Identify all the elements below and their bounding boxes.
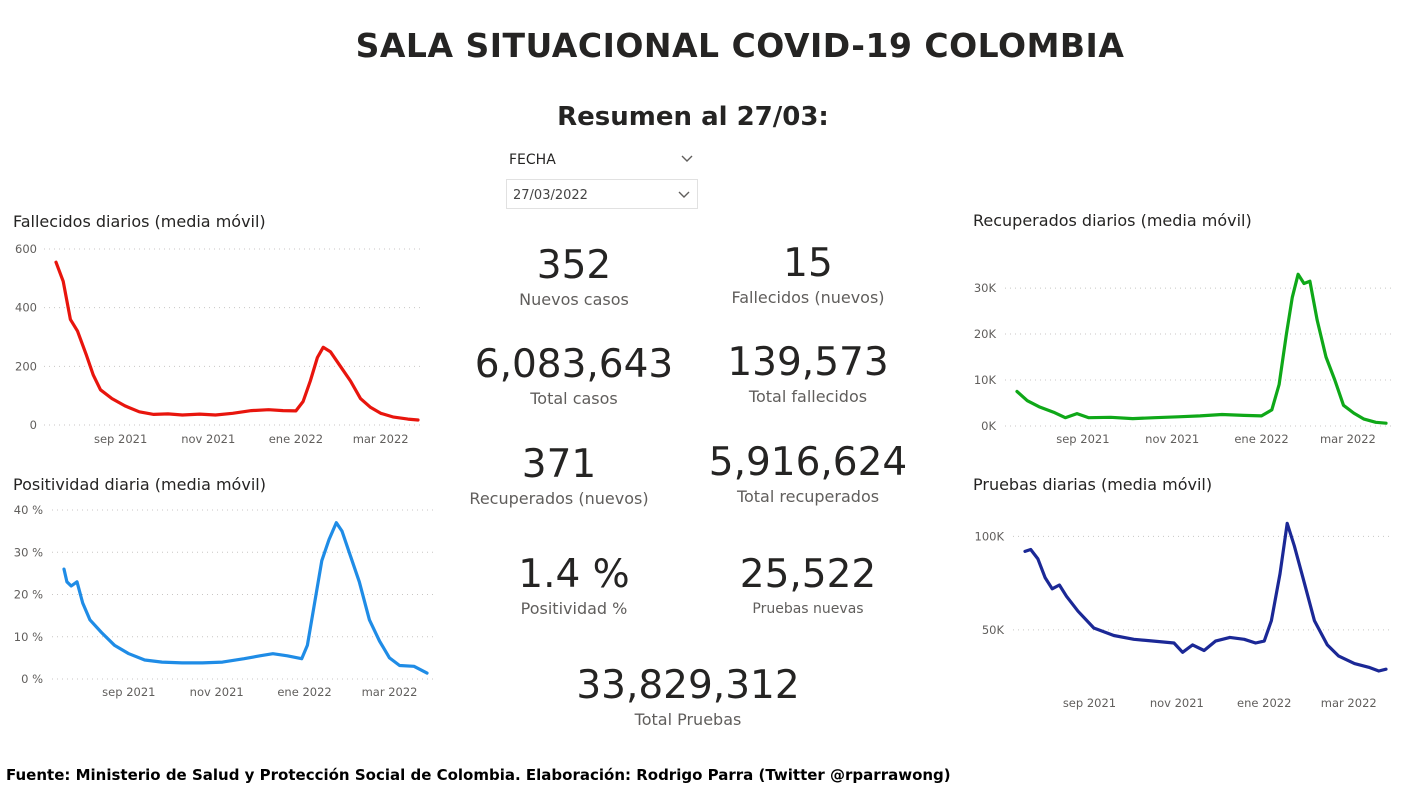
x-tick-label: ene 2022: [1234, 432, 1288, 446]
kpi-value: 371: [521, 442, 597, 487]
series-line[interactable]: [54, 260, 420, 422]
kpi-label: Positividad %: [520, 599, 628, 618]
kpi-label: Recuperados (nuevos): [469, 489, 649, 508]
kpi-label: Pruebas nuevas: [752, 601, 864, 617]
chart-positividad: 0 % 10 % 20 % 30 % 40 % sep 2021 nov 2021 ene 2…: [14, 503, 433, 699]
y-tick-label: 30 %: [14, 545, 43, 559]
source-footer: Fuente: Ministerio de Salud y Protección…: [6, 766, 951, 784]
chevron-down-icon: [678, 191, 690, 198]
x-tick-label: mar 2022: [1321, 696, 1377, 710]
summary-heading: Resumen al 27/03:: [557, 102, 829, 132]
kpi-value: 15: [783, 241, 833, 286]
date-dropdown[interactable]: 27/03/2022: [506, 179, 698, 209]
kpi-label: Fallecidos (nuevos): [731, 288, 885, 307]
y-tick-label: 0: [30, 418, 37, 432]
kpi-total-recuperados: 5,916,624 Total recuperados: [678, 441, 938, 507]
y-tick-label: 20 %: [14, 588, 43, 602]
y-tick-label: 10 %: [14, 630, 43, 644]
series-line[interactable]: [1015, 272, 1388, 425]
kpi-label: Total casos: [530, 389, 618, 408]
y-tick-label: 100K: [975, 529, 1005, 543]
y-tick-label: 200: [15, 359, 37, 373]
kpi-recuperados-nuevos: 371 Recuperados (nuevos): [459, 443, 659, 509]
chart-pruebas: 50K 100K sep 2021 nov 2021 ene 2022 mar 2022: [975, 521, 1392, 710]
kpi-label: Total recuperados: [736, 487, 880, 506]
chart-title-recuperados: Recuperados diarios (media móvil): [973, 211, 1252, 230]
y-tick-label: 10K: [974, 373, 997, 387]
kpi-fallecidos-nuevos: 15 Fallecidos (nuevos): [708, 242, 908, 308]
kpi-total-fallecidos: 139,573 Total fallecidos: [708, 341, 908, 407]
kpi-pruebas-nuevas: 25,522 Pruebas nuevas: [708, 553, 908, 619]
kpi-value: 5,916,624: [708, 440, 908, 485]
series-line[interactable]: [1023, 521, 1388, 673]
x-tick-label: sep 2021: [1063, 696, 1116, 710]
chart-title-pruebas: Pruebas diarias (media móvil): [973, 475, 1213, 494]
chart-fallecidos: 0 200 400 600 sep 2021 nov 2021 ene 2022 mar 20…: [15, 242, 424, 446]
y-tick-label: 30K: [974, 281, 997, 295]
kpi-value: 1.4 %: [518, 552, 630, 597]
kpi-total-pruebas: 33,829,312 Total Pruebas: [538, 664, 838, 730]
x-tick-label: sep 2021: [1056, 432, 1109, 446]
kpi-nuevos-casos: 352 Nuevos casos: [474, 244, 674, 310]
chart-title-positividad: Positividad diaria (media móvil): [13, 475, 266, 494]
page-title: SALA SITUACIONAL COVID-19 COLOMBIA: [355, 26, 1125, 65]
kpi-positividad: 1.4 % Positividad %: [474, 553, 674, 619]
x-tick-label: ene 2022: [1237, 696, 1291, 710]
collapse-chevron-icon[interactable]: [680, 152, 694, 166]
x-tick-label: nov 2021: [181, 432, 235, 446]
kpi-label: Total Pruebas: [634, 710, 742, 729]
x-tick-label: nov 2021: [190, 685, 244, 699]
kpi-value: 25,522: [739, 552, 877, 597]
kpi-value: 352: [536, 243, 612, 288]
x-tick-label: mar 2022: [353, 432, 409, 446]
y-tick-label: 50K: [982, 623, 1005, 637]
series-line[interactable]: [62, 521, 429, 675]
y-tick-label: 400: [15, 301, 37, 315]
date-dropdown-value: 27/03/2022: [513, 188, 588, 203]
x-tick-label: nov 2021: [1145, 432, 1199, 446]
x-tick-label: mar 2022: [1320, 432, 1376, 446]
kpi-value: 139,573: [727, 340, 889, 385]
kpi-label: Nuevos casos: [519, 290, 629, 309]
x-tick-label: sep 2021: [94, 432, 147, 446]
kpi-value: 6,083,643: [474, 342, 674, 387]
x-tick-label: sep 2021: [102, 685, 155, 699]
kpi-label: Total fallecidos: [748, 387, 868, 406]
y-tick-label: 20K: [974, 327, 997, 341]
kpi-value: 33,829,312: [576, 663, 800, 708]
date-slicer-label: FECHA: [509, 152, 556, 168]
x-tick-label: nov 2021: [1150, 696, 1204, 710]
y-tick-label: 0K: [981, 419, 996, 433]
y-tick-label: 0 %: [21, 672, 43, 686]
x-tick-label: ene 2022: [269, 432, 323, 446]
x-tick-label: mar 2022: [362, 685, 418, 699]
chart-recuperados: 0K 10K 20K 30K sep 2021 nov 2021 ene 2022 mar 2…: [974, 272, 1392, 446]
x-tick-label: ene 2022: [277, 685, 331, 699]
chart-title-fallecidos: Fallecidos diarios (media móvil): [13, 212, 266, 231]
y-tick-label: 40 %: [14, 503, 43, 517]
kpi-total-casos: 6,083,643 Total casos: [442, 343, 706, 409]
y-tick-label: 600: [15, 242, 37, 256]
